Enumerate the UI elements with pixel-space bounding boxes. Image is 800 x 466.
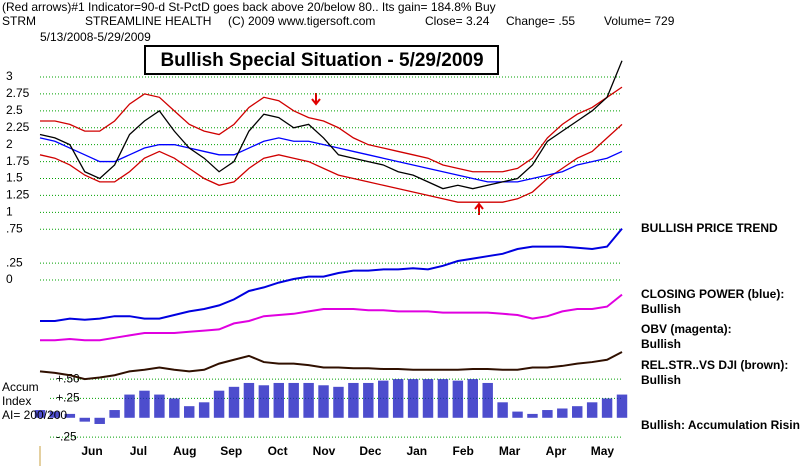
accum-bar (378, 380, 389, 418)
status-label: OBV (magenta): (641, 322, 732, 336)
accum-bar (601, 398, 613, 418)
date-range: 5/13/2008-5/29/2009 (40, 30, 151, 44)
y-tick-label: 2.75 (6, 86, 30, 100)
price-line (39, 60, 623, 190)
accum-bar (273, 382, 284, 418)
accum-bar (243, 382, 255, 418)
x-tick-label: Mar (499, 444, 521, 458)
status-label: Bullish (641, 373, 681, 387)
status-label: REL.STR..VS DJI (brown): (641, 358, 788, 372)
buy-arrow (474, 202, 484, 215)
status-label: BULLISH PRICE TREND (641, 221, 778, 235)
accum-bar (318, 385, 329, 418)
change: Change= .55 (506, 14, 575, 28)
volume: Volume= 729 (604, 14, 675, 28)
accum-bar (557, 408, 568, 418)
indicator-line (40, 227, 623, 322)
x-tick-label: Apr (546, 444, 567, 458)
company: STREAMLINE HEALTH (85, 14, 211, 28)
accum-label: Index (2, 394, 31, 408)
x-tick-label: Oct (268, 444, 288, 458)
sell-arrow (311, 93, 321, 106)
subtitle: (Red arrows)#1 Indicator=90-d St-PctD go… (2, 0, 496, 14)
accum-bar (542, 410, 553, 418)
accum-bar (363, 382, 374, 418)
symbol: STRM (2, 14, 36, 28)
y-tick-label: -.25 (56, 429, 77, 443)
y-tick-label: .25 (6, 255, 23, 269)
chart-title: Bullish Special Situation - 5/29/2009 (160, 50, 483, 71)
accum-bar (452, 380, 464, 418)
accum-bar (94, 417, 105, 424)
accum-bar (184, 406, 195, 418)
accum-bar (198, 402, 210, 418)
accum-bar (482, 382, 493, 418)
accum-bar (169, 398, 180, 418)
accum-bar (258, 385, 270, 418)
y-tick-label: 0 (6, 272, 13, 286)
title-box (144, 45, 499, 75)
y-tick-label: 1 (6, 205, 13, 219)
x-tick-label: Dec (359, 444, 381, 458)
accum-bar (527, 413, 538, 418)
y-tick-label: +.25 (56, 391, 80, 405)
accum-bar (109, 410, 120, 418)
accum-bar (288, 382, 299, 418)
accum-bar (64, 413, 76, 418)
x-tick-label: Feb (453, 444, 474, 458)
status-label: Bullish (641, 302, 681, 316)
accum-bar (572, 406, 583, 418)
y-tick-label: 1.75 (6, 154, 30, 168)
x-tick-label: May (591, 444, 615, 458)
accum-label: Accum (2, 380, 39, 394)
accum-bar (228, 386, 240, 418)
accum-label: AI= 200/200 (2, 408, 67, 422)
accum-bar (124, 394, 135, 418)
y-tick-label: 1.25 (6, 188, 30, 202)
accum-bar (79, 417, 90, 422)
accum-bar (154, 394, 165, 418)
status-label: Bullish (641, 337, 681, 351)
accum-bar (348, 382, 359, 418)
copyright: (C) 2009 www.tigersoft.com (228, 14, 375, 28)
indicator-line (40, 293, 623, 342)
accum-bar (467, 379, 478, 418)
y-tick-label: 1.5 (6, 171, 23, 185)
accum-bar (497, 402, 508, 418)
accum-bar (512, 411, 523, 418)
accum-bar (139, 390, 150, 418)
accum-bar (49, 411, 61, 418)
x-tick-label: Nov (313, 444, 336, 458)
y-tick-label: 2 (6, 137, 13, 151)
accum-bar (422, 379, 434, 418)
price-line (40, 86, 623, 173)
accum-bar (586, 402, 598, 418)
status-label: Bullish: Accumulation Rising (641, 418, 800, 432)
x-tick-label: Sep (220, 444, 242, 458)
y-tick-label: 3 (6, 69, 13, 83)
accum-bar (392, 379, 404, 418)
price-line (39, 123, 623, 203)
close: Close= 3.24 (425, 14, 490, 28)
y-tick-label: 2.25 (6, 120, 30, 134)
rel-strength-line (39, 351, 623, 381)
accum-bar (407, 379, 419, 418)
y-tick-label: 2.5 (6, 103, 23, 117)
y-tick-label: .75 (6, 221, 23, 235)
x-tick-label: Jun (81, 444, 102, 458)
accum-bar (437, 379, 449, 418)
accum-bar (34, 410, 46, 418)
accum-bar (213, 390, 225, 418)
x-tick-label: Aug (173, 444, 196, 458)
accum-bar (303, 382, 314, 418)
status-label: CLOSING POWER (blue): (641, 287, 784, 301)
x-tick-label: Jul (130, 444, 147, 458)
accum-bar (333, 386, 344, 418)
accum-bar (616, 394, 628, 418)
x-tick-label: Jan (406, 444, 427, 458)
